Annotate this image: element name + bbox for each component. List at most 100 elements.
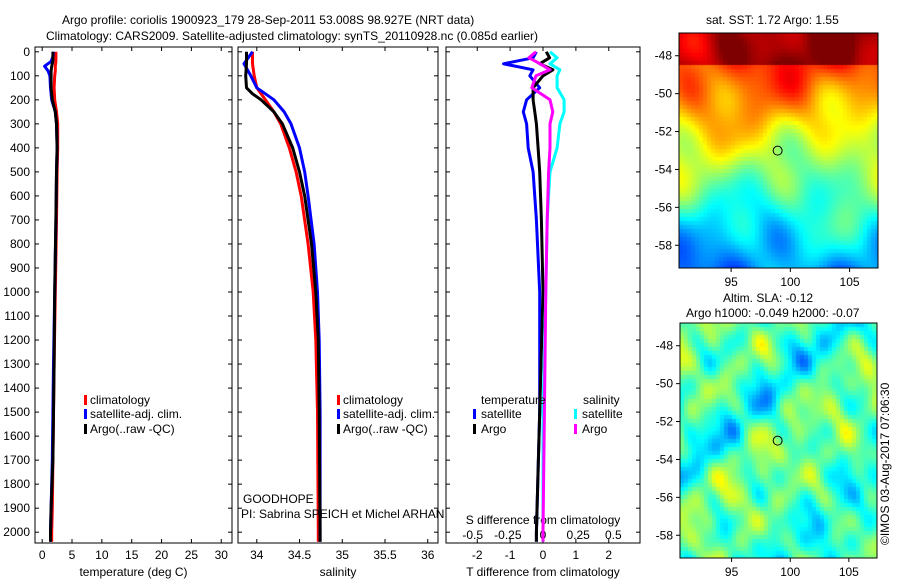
x-tick-label: 2 bbox=[605, 548, 612, 562]
y-tick-label: 1200 bbox=[3, 333, 30, 347]
y-tick-label: -58 bbox=[656, 528, 674, 542]
x-tick-label: 34 bbox=[250, 548, 264, 562]
x2-tick-label: -0.25 bbox=[494, 528, 522, 542]
x-tick-label: 0 bbox=[39, 548, 46, 562]
legend-label: satellite-adj. clim. bbox=[90, 407, 182, 421]
legend-label: satellite bbox=[582, 407, 623, 421]
y-tick-label: 900 bbox=[10, 261, 30, 275]
x-tick-label: 35 bbox=[336, 548, 350, 562]
x-tick-label: 100 bbox=[780, 565, 800, 579]
legend-swatch bbox=[337, 409, 340, 419]
y-tick-label: 1700 bbox=[3, 453, 30, 467]
x-tick-label: 10 bbox=[95, 548, 109, 562]
x-tick-label: 36 bbox=[421, 548, 435, 562]
x-axis-label: salinity bbox=[320, 565, 357, 579]
y-tick-label: 2000 bbox=[3, 525, 30, 539]
sla-map-image bbox=[680, 323, 877, 558]
x-axis-label: T difference from climatology bbox=[466, 565, 620, 579]
sla-map-frame bbox=[679, 322, 878, 559]
series-line-argo---raw--qc- bbox=[49, 51, 59, 542]
x2-tick-label: -0.5 bbox=[462, 528, 483, 542]
sla-map-subtitle: Argo h1000: -0.049 h2000: -0.07 bbox=[686, 306, 860, 320]
y-tick-label: 0 bbox=[23, 45, 30, 59]
y-tick-label: 1100 bbox=[4, 309, 30, 323]
series-line-argo bbox=[527, 50, 555, 542]
x2-tick-label: 0.25 bbox=[566, 528, 590, 542]
legend-swatch bbox=[473, 424, 476, 434]
series-line-satellite bbox=[502, 51, 542, 542]
project-label: GOODHOPE bbox=[243, 492, 314, 506]
y-tick-label: 700 bbox=[10, 213, 30, 227]
title-line-2: Climatology: CARS2009. Satellite-adjuste… bbox=[46, 29, 539, 43]
title-line-1: Argo profile: coriolis 1900923_179 28-Se… bbox=[62, 13, 475, 27]
y-tick-label: -50 bbox=[655, 87, 673, 101]
y-tick-label: -54 bbox=[656, 452, 674, 466]
x-tick-label: 105 bbox=[839, 565, 859, 579]
y-tick-label: 1400 bbox=[3, 381, 30, 395]
legend-label: climatology bbox=[343, 393, 403, 407]
panel-frame-salinity bbox=[237, 46, 439, 544]
legend-swatch bbox=[337, 424, 340, 434]
y-tick-label: -54 bbox=[655, 162, 673, 176]
legend-swatch bbox=[84, 409, 87, 419]
y-tick-label: -50 bbox=[656, 377, 674, 391]
sst-map-title: sat. SST: 1.72 Argo: 1.55 bbox=[706, 13, 839, 27]
y-tick-label: 1800 bbox=[3, 477, 30, 491]
legend-swatch bbox=[574, 409, 577, 419]
y-tick-label: -52 bbox=[655, 125, 673, 139]
legend-label: Argo(..raw -QC) bbox=[90, 422, 175, 436]
legend-swatch bbox=[574, 424, 577, 434]
y-tick-label: -48 bbox=[655, 49, 673, 63]
x-tick-label: 0 bbox=[540, 548, 547, 562]
legend-swatch bbox=[473, 409, 476, 419]
x-tick-label: -2 bbox=[472, 548, 483, 562]
y-tick-label: 600 bbox=[10, 189, 30, 203]
pi-label: PI: Sabrina SPEICH et Michel ARHAN bbox=[241, 507, 445, 521]
legend-swatch bbox=[337, 395, 340, 405]
sst-map-image bbox=[679, 33, 878, 268]
y-tick-label: 400 bbox=[10, 141, 30, 155]
y-tick-label: 800 bbox=[10, 237, 30, 251]
legend-header-temperature: temperature bbox=[481, 393, 546, 407]
sla-map-title: Altim. SLA: -0.12 bbox=[723, 291, 814, 305]
x-tick-label: 25 bbox=[185, 548, 199, 562]
legend-swatch bbox=[84, 424, 87, 434]
argo-location-marker bbox=[772, 145, 783, 156]
x-tick-label: 5 bbox=[69, 548, 76, 562]
legend-label: satellite bbox=[481, 407, 522, 421]
panel-frame-temperature bbox=[34, 46, 233, 544]
legend-label: Argo bbox=[582, 422, 608, 436]
x-tick-label: -1 bbox=[505, 548, 516, 562]
y-tick-label: -56 bbox=[655, 200, 673, 214]
x-tick-label: 15 bbox=[125, 548, 139, 562]
y-tick-label: -48 bbox=[656, 339, 674, 353]
x-tick-label: 34.5 bbox=[288, 548, 312, 562]
y-tick-label: 1300 bbox=[3, 357, 30, 371]
x-tick-label: 100 bbox=[780, 275, 800, 289]
legend-label: Argo bbox=[481, 422, 507, 436]
y-tick-label: 1000 bbox=[3, 285, 30, 299]
y-tick-label: 1500 bbox=[3, 405, 30, 419]
x-tick-label: 35.5 bbox=[373, 548, 397, 562]
y-tick-label: 100 bbox=[10, 69, 30, 83]
y-tick-label: 1600 bbox=[3, 429, 30, 443]
legend-label: climatology bbox=[90, 393, 150, 407]
y-tick-label: 300 bbox=[10, 117, 30, 131]
sst-map-frame bbox=[678, 32, 879, 269]
x-tick-label: 1 bbox=[573, 548, 580, 562]
y-tick-label: -56 bbox=[656, 490, 674, 504]
x-tick-label: 95 bbox=[724, 275, 738, 289]
argo-location-marker bbox=[772, 435, 783, 446]
y-tick-label: 200 bbox=[10, 93, 30, 107]
y-tick-label: -58 bbox=[655, 238, 673, 252]
y-tick-label: 500 bbox=[10, 165, 30, 179]
series-line-argo---raw--qc- bbox=[244, 51, 322, 542]
x-tick-label: 30 bbox=[215, 548, 229, 562]
legend-label: satellite-adj. clim. bbox=[343, 407, 435, 421]
x-axis-label: temperature (deg C) bbox=[79, 565, 187, 579]
x-tick-label: 95 bbox=[725, 565, 739, 579]
imos-stamp: ©IMOS 03-Aug-2017 07:06:30 bbox=[878, 382, 892, 545]
legend-header-salinity: salinity bbox=[583, 393, 620, 407]
y-tick-label: -52 bbox=[656, 415, 674, 429]
